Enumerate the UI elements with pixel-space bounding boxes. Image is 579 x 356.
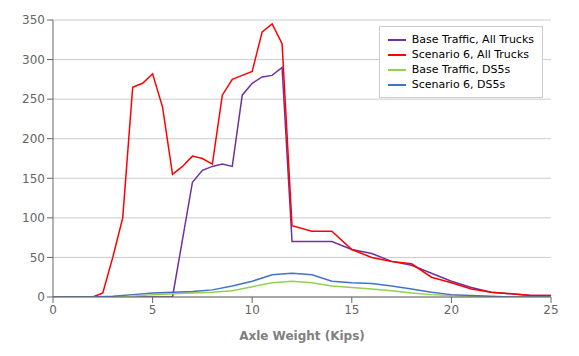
html-text:Scenario 6, All Trucks: Scenario 6, All Trucks [411,48,529,61]
svg-text:5: 5 [149,303,157,317]
svg-text:Axle Weight (Kips): Axle Weight (Kips) [239,329,365,343]
svg-text:25: 25 [543,303,558,317]
svg-text:100: 100 [22,211,45,225]
svg-text:10: 10 [245,303,260,317]
svg-text:150: 150 [22,172,45,186]
svg-text:50: 50 [30,251,45,265]
svg-text:350: 350 [22,13,45,27]
svg-text:250: 250 [22,92,45,106]
svg-text:0: 0 [49,303,57,317]
svg-text:20: 20 [444,303,459,317]
html-text:Base Traffic, DS5s: Base Traffic, DS5s [411,63,511,76]
svg-text:0: 0 [37,290,45,304]
svg-text:300: 300 [22,53,45,67]
html-text:Scenario 6, DS5s: Scenario 6, DS5s [411,78,506,91]
svg-text:200: 200 [22,132,45,146]
html-text:Base Traffic, All Trucks: Base Traffic, All Trucks [411,33,534,46]
svg-text:15: 15 [344,303,359,317]
